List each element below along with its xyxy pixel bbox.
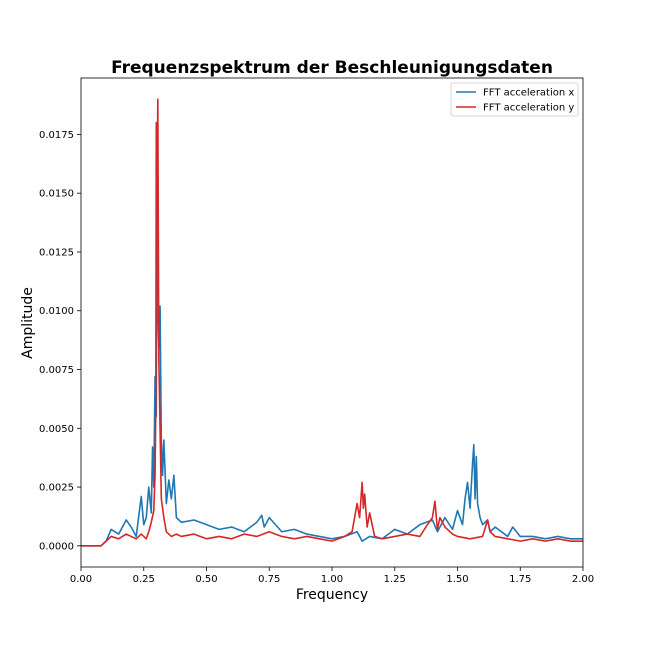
x-tick-label: 2.00 (572, 574, 594, 585)
legend-label: FFT acceleration y (483, 103, 574, 114)
y-tick-label: 0.0100 (39, 306, 74, 317)
legend: FFT acceleration x FFT acceleration y (450, 82, 579, 117)
y-tick-label: 0.0150 (39, 189, 74, 200)
chart-title: Frequenzspektrum der Beschleunigungsdate… (111, 58, 553, 78)
legend-box (450, 82, 579, 117)
y-axis-label: Amplitude (20, 287, 36, 359)
series-line-2 (81, 98, 583, 547)
x-tick-label: 1.00 (321, 574, 343, 585)
y-tick-label: 0.0075 (39, 365, 74, 376)
x-tick-label: 0.00 (70, 574, 92, 585)
y-tick-label: 0.0000 (39, 541, 74, 552)
x-axis-label: Frequency (296, 587, 368, 603)
plot-area: 0.00 0.25 0.50 0.75 1.00 1.25 1.50 1.75 2.00 0.00… (39, 77, 594, 585)
x-tick-label: 0.75 (258, 574, 280, 585)
x-tick-label: 0.50 (195, 574, 217, 585)
legend-label: FFT acceleration x (483, 88, 574, 99)
x-tick-label: 1.25 (384, 574, 406, 585)
y-tick-label: 0.0025 (39, 483, 74, 494)
y-tick-label: 0.0125 (39, 247, 74, 258)
series-line-1 (81, 138, 583, 547)
x-tick-label: 1.50 (446, 574, 468, 585)
y-tick-label: 0.0050 (39, 424, 74, 435)
x-tick-label: 1.75 (509, 574, 531, 585)
x-tick-label: 0.25 (133, 574, 155, 585)
y-tick-label: 0.0175 (39, 130, 74, 141)
